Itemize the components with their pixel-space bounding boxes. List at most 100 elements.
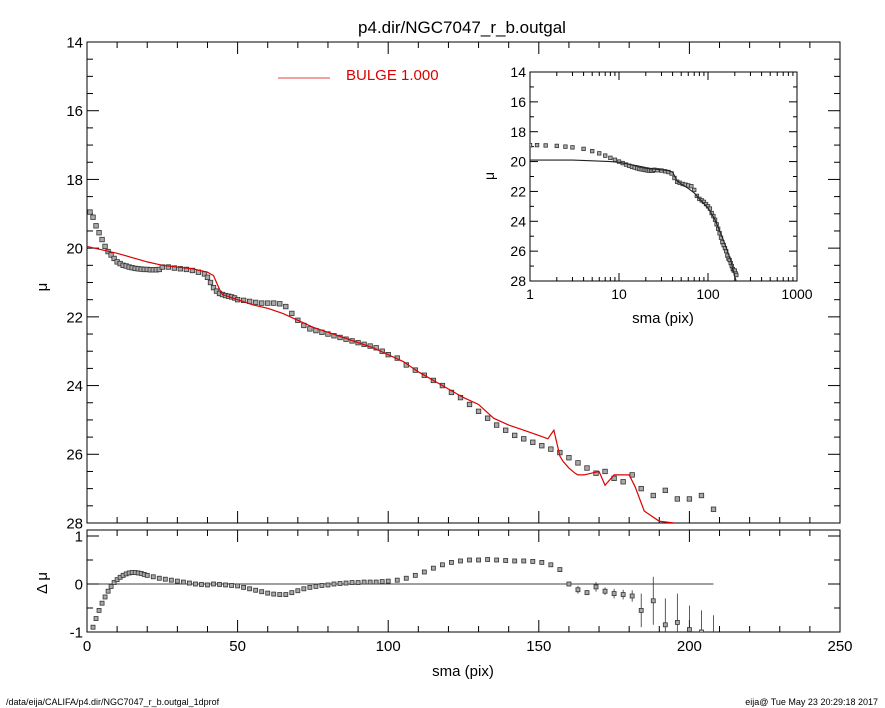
main-data-point: [710, 506, 717, 512]
main-data-point: [466, 401, 473, 408]
inset-data-point: [563, 144, 568, 149]
main-data-point: [602, 468, 608, 475]
footer-left: /data/eija/CALIFA/p4.dir/NGC7047_r_b.out…: [6, 697, 220, 707]
residual-data-point: [430, 565, 436, 571]
main-data-point: [548, 446, 554, 452]
residual-data-point: [512, 558, 518, 564]
main-data-point: [108, 252, 114, 258]
residual-data-point: [521, 558, 527, 564]
residual-data-point: [180, 579, 186, 585]
main-ytick-label: 14: [66, 34, 83, 51]
main-data-point: [289, 310, 295, 317]
residual-xtick-label: 0: [83, 638, 91, 655]
residual-data-point: [301, 586, 307, 592]
inset-ytick-label: 22: [510, 183, 526, 199]
residual-data-point: [88, 632, 92, 636]
residual-data-point: [385, 578, 391, 584]
main-data-point: [253, 299, 259, 306]
residual-data-point: [629, 593, 635, 599]
residual-data-point: [111, 580, 117, 585]
main-data-point: [686, 496, 693, 502]
residual-data-point: [638, 608, 644, 613]
residual-ytick-label: -1: [70, 624, 83, 641]
main-data-point: [99, 236, 105, 243]
legend: BULGE 1.000: [278, 67, 439, 84]
main-data-point: [307, 326, 313, 332]
main-data-point: [165, 264, 171, 270]
inset-data-point: [597, 151, 602, 156]
chart-title: p4.dir/NGC7047_r_b.outgal: [358, 18, 566, 37]
main-data-point: [674, 496, 680, 502]
main-data-point: [503, 427, 509, 433]
inset-data-point: [612, 157, 618, 162]
inset-data-point: [581, 146, 586, 152]
main-data-point: [111, 255, 117, 262]
residual-data-point: [530, 559, 536, 564]
residual-data-point: [379, 579, 385, 584]
inset-ytick-label: 24: [510, 213, 526, 229]
main-data-point: [210, 284, 217, 291]
residual-data-point: [575, 587, 581, 593]
residual-frame: [86, 529, 841, 633]
residual-data-point: [156, 575, 162, 581]
residual-ytick-label: 0: [75, 576, 83, 593]
residual-data-point: [674, 620, 680, 625]
inset-plot: 14 16 18 20 22 24 26 281 10 100 1000 μ sma (pix): [481, 64, 813, 327]
main-data-point: [171, 265, 178, 271]
inset-background: [530, 72, 797, 281]
residual-data-point: [421, 569, 427, 575]
residual-data-point: [467, 557, 472, 563]
inset-data-point: [689, 184, 694, 189]
main-data-point: [96, 230, 102, 236]
residual-data-point: [93, 616, 99, 621]
residual-data-point: [349, 580, 355, 585]
residual-data-point: [271, 591, 277, 597]
inset-data-point: [554, 143, 559, 149]
main-data-point: [584, 465, 590, 471]
main-ytick-label: 22: [66, 309, 83, 326]
residual-data-point: [325, 582, 331, 588]
residual-data-point: [394, 577, 400, 583]
residual-data-point: [602, 588, 608, 594]
inset-ytick-label: 26: [510, 243, 526, 259]
main-ytick-label: 26: [66, 447, 83, 464]
residual-data-point: [440, 562, 445, 568]
residual-data-point: [307, 584, 313, 590]
residual-ytick-label: 1: [75, 528, 83, 545]
residual-data-point: [235, 583, 241, 589]
main-data-point: [575, 460, 581, 466]
main-model-line: [87, 245, 675, 523]
residual-data-point: [403, 575, 409, 581]
inset-data-point: [534, 142, 540, 148]
residual-data-point: [367, 579, 373, 585]
residual-data-point: [150, 574, 156, 580]
residual-data-point: [162, 576, 168, 582]
residual-data-point: [337, 581, 343, 586]
residual-data-point: [90, 624, 96, 630]
main-data-point: [87, 209, 93, 215]
residual-data-point: [476, 557, 481, 563]
residual-data-point: [241, 584, 247, 590]
main-ytick-label: 24: [66, 378, 83, 395]
residual-data-point: [211, 581, 216, 587]
residual-data-point: [343, 580, 349, 586]
main-data-point: [512, 432, 518, 439]
residual-xtick-label: 100: [376, 638, 401, 655]
main-data-point: [183, 266, 190, 273]
residual-ylabel: Δ μ: [34, 572, 51, 594]
residual-data-point: [355, 580, 361, 585]
residual-data-point: [168, 577, 174, 583]
residual-data-point: [331, 581, 337, 587]
inset-data-point: [692, 187, 697, 193]
residual-xtick-label: 250: [827, 638, 852, 655]
main-data-point: [638, 485, 644, 492]
main-data-point: [277, 301, 283, 307]
inset-ytick-label: 14: [510, 64, 526, 80]
residual-data-point: [593, 584, 599, 590]
inset-xtick-label: 1: [526, 286, 534, 302]
residual-xtick-label: 50: [229, 638, 246, 655]
main-data-point: [530, 439, 536, 445]
residual-data-point: [205, 582, 210, 588]
main-data-point: [620, 479, 626, 485]
